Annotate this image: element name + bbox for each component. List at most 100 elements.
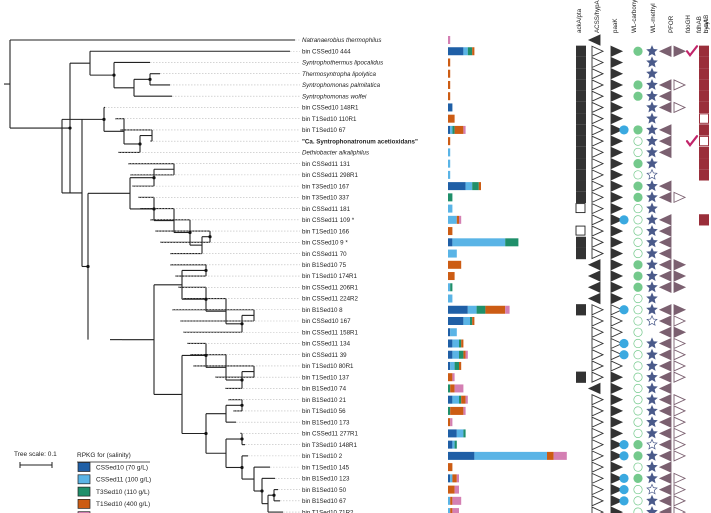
wl-methyl-outline (633, 293, 643, 304)
rpkg-bar-segment (448, 114, 455, 123)
taxon-label: bin CSSed11 224R2 (302, 296, 359, 303)
pfor-star (646, 112, 658, 124)
phylogenetic-tree (4, 39, 300, 513)
rpkg-bar-segment (448, 474, 451, 483)
taxon-label: bin CSSed11 158R1 (302, 329, 359, 336)
legend-label: CSSed11 (100 g/L) (96, 477, 151, 484)
gene-partial-triangle (591, 450, 605, 462)
node-support-dot (240, 437, 244, 441)
taxon-label: Dethiobacter alkaliphilus (302, 150, 369, 157)
column-header: b-cyt (703, 19, 710, 33)
gene-present-triangle (658, 90, 672, 102)
taxon-label: bin CSSed11 39 (302, 352, 347, 359)
gene-present-triangle (610, 101, 624, 114)
gene-present-triangle (587, 34, 601, 46)
rpkg-bar-segment (450, 283, 453, 292)
gene-partial-triangle (591, 349, 605, 361)
wl-methyl-outline (633, 170, 643, 180)
rpkg-bar-segment (465, 350, 468, 359)
wl-carbonyl-circle (619, 496, 629, 506)
gene-present-triangle (610, 180, 624, 192)
rpkg-bar-segment (452, 339, 459, 348)
rpkg-bar-segment (448, 249, 457, 258)
taxon-label: bin T1Sed10 71R2 (302, 509, 354, 513)
gene-partial-triangle (673, 405, 687, 417)
taxon-label: bin T3Sed10 148R1 (302, 442, 357, 449)
rpkg-bar-segment (456, 474, 459, 483)
gene-partial-triangle (591, 101, 605, 114)
gene-present-triangle (658, 281, 672, 293)
wl-carbonyl-circle (619, 473, 629, 483)
rpkg-bar-segment (452, 350, 459, 359)
ack-present-block (576, 68, 586, 80)
taxon-label: bin CSSed11 131 (302, 161, 351, 168)
wl-methyl-outline (633, 204, 643, 214)
gene-partial-triangle (591, 461, 605, 473)
rpkg-bar-segment (456, 429, 464, 438)
gene-partial-triangle (591, 438, 605, 451)
rpkg-bar-segment (448, 361, 451, 370)
legend-swatch (77, 486, 91, 497)
gene-partial-triangle (610, 337, 624, 350)
hya-present-block (699, 124, 709, 136)
legend-label: CSSed10 (70 g/L) (96, 464, 148, 471)
tree-scale: Tree scale: 0.1 (14, 451, 57, 468)
node-support-dot (240, 378, 244, 382)
b-cyt-check-icon (685, 45, 699, 58)
ack-present-block (576, 191, 586, 203)
gene-present-triangle (658, 326, 672, 338)
pfor-star (646, 202, 658, 214)
gene-partial-triangle (591, 326, 605, 338)
gene-present-triangle (610, 495, 624, 507)
gene-partial-triangle (673, 360, 687, 372)
rpkg-bar-segment (553, 451, 567, 460)
hya-partial-block (699, 113, 709, 124)
wl-methyl-circle (633, 192, 643, 202)
pfor-star (646, 90, 658, 102)
taxon-label: bin B1Sed10 173 (302, 419, 350, 426)
wl-carbonyl-circle (619, 350, 629, 360)
gene-partial-triangle (610, 315, 624, 327)
rpkg-bar-segment (454, 361, 459, 370)
pfor-star (646, 427, 658, 439)
gene-present-triangle (658, 101, 672, 114)
rpkg-bar-segment (463, 350, 466, 359)
taxon-label: bin T1Sed10 67 (302, 127, 346, 134)
pfor-star (646, 494, 658, 506)
legend-label: T3Sed10 (110 g/L) (96, 489, 150, 496)
pfor-star (646, 146, 658, 158)
gene-partial-triangle (591, 180, 605, 192)
node-support-dot (204, 268, 208, 273)
gene-present-triangle (610, 146, 624, 159)
wl-methyl-circle (633, 260, 643, 270)
gene-present-triangle (658, 337, 672, 350)
gene-partial-triangle (673, 450, 687, 462)
gene-present-triangle (658, 304, 672, 316)
gene-present-triangle (673, 259, 687, 271)
gene-present-triangle (610, 427, 624, 440)
rpkg-bar-segment (448, 463, 453, 472)
pfor-star (646, 123, 658, 135)
gene-present-triangle (658, 79, 672, 91)
gene-present-triangle (610, 450, 624, 462)
node-support-dot (138, 142, 142, 146)
rpkg-bar-segment (448, 294, 453, 303)
wl-methyl-circle (633, 440, 643, 450)
rpkg-bar-segment (448, 508, 451, 513)
gene-present-triangle (658, 146, 672, 159)
taxon-labels: Natranaerobius thermophilus bin CSSed10 4… (302, 37, 418, 513)
wl-methyl-circle (633, 473, 643, 483)
column-header: ACSS/hypA (594, 0, 601, 33)
rpkg-bar-segment (452, 125, 455, 134)
rpkg-bar-segment (459, 350, 464, 359)
pfor-star (646, 393, 658, 405)
rpkg-bar-segment (452, 508, 459, 513)
legend-swatch (77, 474, 91, 485)
wl-methyl-outline (633, 350, 643, 360)
taxon-label: bin T1Sed10 2 (302, 453, 343, 460)
column-header: WL-methyl (650, 3, 657, 33)
rpkg-bar-segment (463, 406, 466, 415)
pfor-star (646, 45, 658, 57)
taxon-label: bin B1Sed10 75 (302, 262, 347, 269)
rpkg-bars (448, 36, 567, 513)
